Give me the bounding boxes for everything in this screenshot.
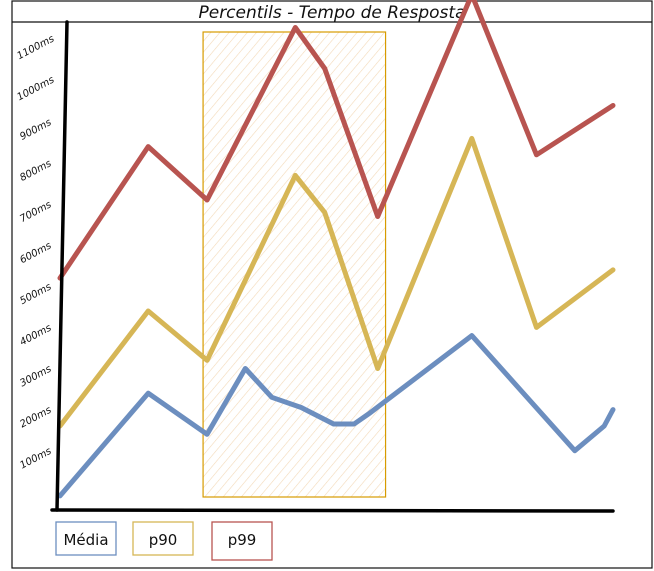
y-axis [55,20,69,512]
y-tick-label: 400ms [18,323,53,349]
y-tick-label: 600ms [18,240,53,266]
legend-box-p90 [132,521,194,556]
y-tick-label: 300ms [18,364,53,390]
y-tick-label: 800ms [18,158,53,184]
legend: Média p90 p99 [55,521,273,561]
legend-box-p99 [211,521,273,561]
x-axis [50,508,615,513]
y-tick-label: 100ms [18,446,53,472]
legend-label-p99: p99 [228,531,257,549]
legend-label-media: Média [63,531,108,549]
chart-border [11,0,653,569]
legend-item-p90[interactable]: p90 [132,521,194,556]
y-tick-label: 1000ms [15,75,56,104]
series-line-p90 [57,135,616,429]
highlight-region [202,31,387,498]
y-tick-label: 1100ms [15,33,56,62]
series-line-media [57,333,616,499]
legend-item-p99[interactable]: p99 [211,521,273,561]
series-line-p99 [57,0,616,281]
series-layer [57,0,616,499]
y-tick-label: 500ms [18,281,53,307]
legend-label-p90: p90 [149,531,178,549]
legend-box-media [55,521,117,556]
y-tick-label: 200ms [18,405,53,431]
legend-item-media[interactable]: Média [55,521,117,556]
y-tick-label: 700ms [18,199,53,225]
chart-title: Percentils - Tempo de Resposta [198,3,465,23]
y-tick-label: 900ms [18,117,53,143]
y-tick-labels: 100ms 200ms 300ms 400ms 500ms 600ms 700ms 800ms… [15,33,56,471]
